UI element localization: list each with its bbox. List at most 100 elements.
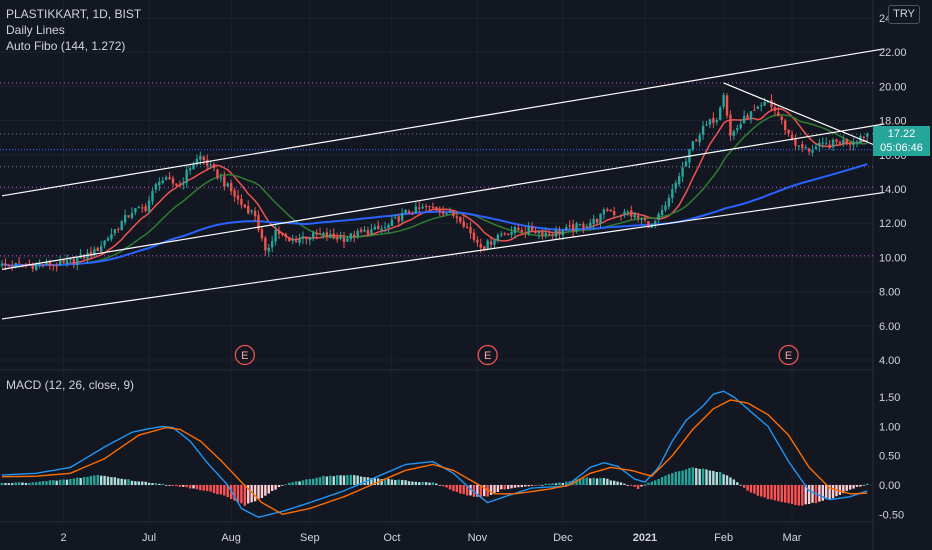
candle-body — [568, 225, 571, 227]
candle-body — [76, 257, 79, 266]
earnings-marker[interactable] — [778, 344, 799, 366]
macd-histogram-bar — [212, 485, 216, 494]
macd-histogram-bar — [267, 485, 270, 494]
candle-body — [712, 117, 715, 124]
earnings-marker-label: E — [785, 350, 792, 362]
macd-histogram-bar — [530, 485, 534, 486]
earnings-marker-label: E — [484, 350, 491, 362]
candle-body — [192, 164, 195, 170]
indicator-auto-fibo[interactable]: Auto Fibo (144, 1.272) — [6, 39, 126, 53]
macd-histogram-bar — [137, 481, 140, 485]
candle-body — [787, 129, 790, 134]
candle-body — [578, 224, 582, 226]
candle-body — [52, 264, 55, 266]
trend-lines[interactable] — [1, 48, 885, 320]
macd-histogram-bar — [195, 485, 199, 490]
macd-histogram-bar — [660, 477, 664, 485]
earnings-marker[interactable] — [477, 344, 498, 366]
candle-body — [359, 229, 363, 232]
macd-histogram-bar — [370, 477, 373, 485]
macd-histogram-bar — [599, 478, 602, 485]
candle-body — [643, 218, 647, 221]
candle-body — [243, 204, 247, 208]
earnings-marker[interactable] — [234, 344, 255, 366]
candle-body — [123, 215, 127, 223]
candle-body — [164, 177, 168, 180]
macd-histogram-bar — [329, 475, 332, 485]
currency-button[interactable]: TRY — [888, 5, 920, 24]
candle-body — [134, 208, 137, 213]
macd-histogram-bar — [688, 468, 691, 485]
price-axis-label: 8.00 — [879, 287, 900, 299]
macd-histogram-bar — [216, 485, 219, 495]
macd-histogram-bar — [240, 485, 243, 504]
candle-body — [209, 164, 212, 166]
candle-body — [671, 189, 674, 199]
candle-body — [862, 136, 866, 138]
indicator-daily-lines[interactable]: Daily Lines — [6, 23, 65, 37]
macd-histogram-bar — [199, 485, 202, 491]
candle-body — [630, 210, 633, 217]
channel-line[interactable] — [1, 191, 885, 320]
candle-body — [483, 246, 486, 251]
candle-body — [783, 120, 787, 131]
macd-histogram-bar — [517, 485, 520, 488]
macd-histogram-bar — [448, 485, 452, 490]
candle-body — [137, 206, 140, 208]
macd-histogram-bar — [715, 472, 718, 485]
candle-body — [435, 206, 438, 211]
macd-histogram-bar — [89, 475, 93, 485]
macd-histogram-bar — [513, 485, 517, 488]
macd-histogram-bar — [705, 469, 708, 485]
macd-axis-label: 1.50 — [879, 392, 900, 404]
macd-histogram-bar — [141, 481, 144, 485]
macd-histogram-bar — [548, 483, 551, 485]
macd-histogram-bar — [428, 482, 431, 485]
macd-histogram-bar — [657, 478, 660, 485]
candle-body — [640, 218, 643, 220]
candle-body — [35, 264, 38, 270]
candle-body — [130, 213, 134, 219]
candle-body — [38, 264, 41, 266]
candle-body — [168, 176, 171, 180]
candle-body — [715, 120, 718, 122]
candle-body — [801, 144, 804, 149]
candle-body — [151, 190, 154, 202]
macd-histogram-bar — [206, 485, 209, 492]
macd-histogram-bar — [342, 475, 346, 485]
resistance-trend-line[interactable] — [723, 82, 878, 147]
candle-body — [421, 206, 424, 209]
candle-body — [315, 232, 318, 235]
candle-body — [619, 214, 623, 217]
candle-body — [158, 181, 161, 186]
macd-histogram-bar — [158, 483, 161, 485]
candle-body — [24, 263, 28, 266]
macd-legend[interactable]: MACD (12, 26, close, 9) — [6, 378, 135, 392]
candle-body — [370, 229, 373, 234]
candle-body — [459, 216, 462, 222]
macd-histogram-bar — [339, 475, 342, 485]
channel-line[interactable] — [1, 123, 885, 270]
macd-histogram-bar — [828, 485, 831, 500]
candle-body — [277, 230, 281, 234]
macd-histogram-bar — [783, 485, 787, 503]
macd-histogram-bar — [7, 483, 11, 485]
candle-body — [831, 139, 835, 147]
grid-lines — [0, 0, 874, 550]
candle-body — [571, 224, 575, 231]
macd-histogram-bar — [359, 476, 363, 485]
channel-line[interactable] — [1, 48, 885, 197]
candle-body — [253, 210, 257, 216]
macd-histogram-bar — [842, 485, 845, 494]
candle-body — [814, 146, 818, 150]
symbol-title[interactable]: PLASTIKKART, 1D, BIST — [6, 7, 142, 21]
macd-histogram-bar — [493, 485, 496, 493]
macd-histogram-bar — [455, 485, 459, 492]
candle-body — [681, 167, 684, 177]
macd-histogram-bar — [797, 485, 801, 506]
candle-body — [17, 262, 21, 264]
candle-body — [185, 169, 188, 183]
candle-body — [353, 234, 356, 238]
